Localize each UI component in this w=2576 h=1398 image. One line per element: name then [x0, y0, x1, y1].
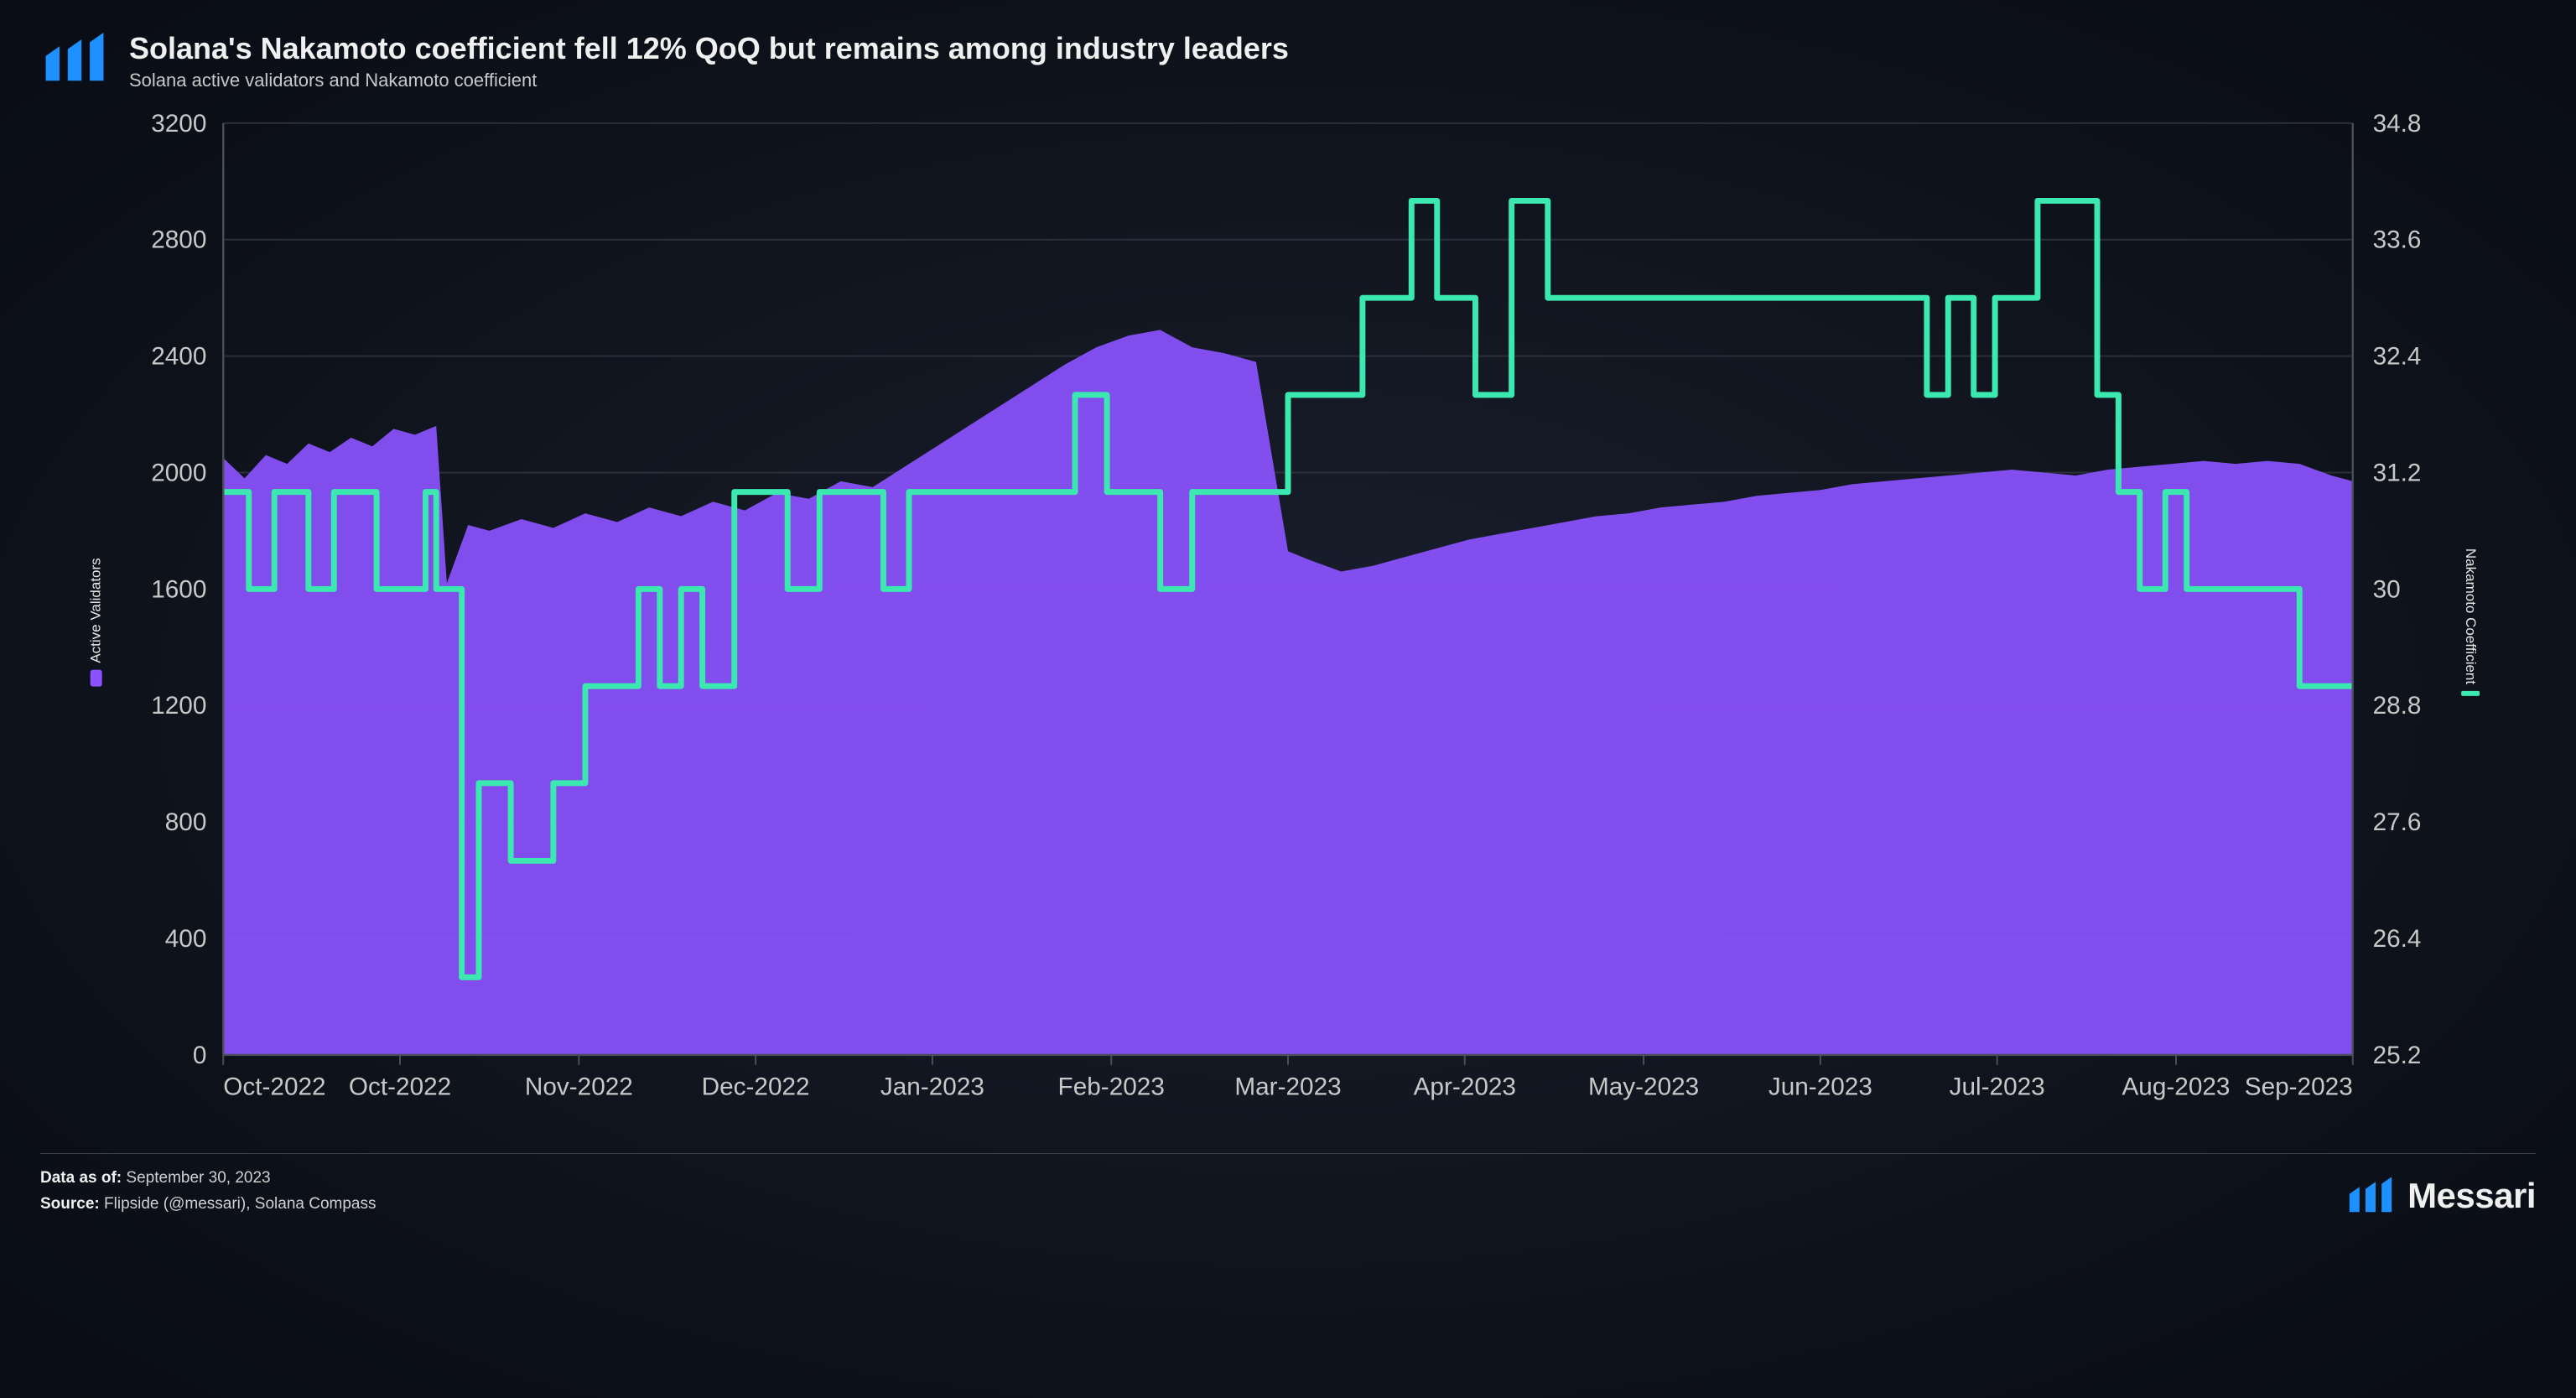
svg-text:Feb-2023: Feb-2023 — [1058, 1073, 1165, 1101]
svg-text:32.4: 32.4 — [2373, 343, 2422, 371]
footer-divider — [40, 1153, 2536, 1154]
svg-text:Mar-2023: Mar-2023 — [1234, 1073, 1341, 1101]
svg-text:33.6: 33.6 — [2373, 226, 2422, 254]
svg-text:Apr-2023: Apr-2023 — [1414, 1073, 1516, 1101]
svg-text:Jul-2023: Jul-2023 — [1950, 1073, 2045, 1101]
svg-text:Nov-2022: Nov-2022 — [525, 1073, 633, 1101]
svg-text:25.2: 25.2 — [2373, 1042, 2422, 1069]
svg-text:Oct-2022: Oct-2022 — [349, 1073, 451, 1101]
svg-text:Oct-2022: Oct-2022 — [223, 1073, 325, 1101]
messari-logo-icon — [40, 30, 109, 91]
header: Solana's Nakamoto coefficient fell 12% Q… — [40, 30, 2536, 91]
svg-text:31.2: 31.2 — [2373, 460, 2422, 487]
svg-text:1200: 1200 — [151, 692, 206, 720]
svg-text:28.8: 28.8 — [2373, 692, 2422, 720]
data-as-of: Data as of: September 30, 2023 — [40, 1166, 376, 1191]
chart-svg: 0 400 800 1200 1600 2000 2400 2800 3200 25.2 26.4 2… — [40, 107, 2536, 1138]
svg-text:27.6: 27.6 — [2373, 808, 2422, 836]
svg-text:2000: 2000 — [151, 460, 206, 487]
chart-subtitle: Solana active validators and Nakamoto co… — [129, 70, 2536, 91]
svg-text:2400: 2400 — [151, 343, 206, 371]
svg-text:Aug-2023: Aug-2023 — [2122, 1073, 2230, 1101]
svg-text:Jan-2023: Jan-2023 — [880, 1073, 984, 1101]
svg-text:2800: 2800 — [151, 226, 206, 254]
source: Source: Flipside (@messari), Solana Comp… — [40, 1192, 376, 1217]
svg-text:800: 800 — [165, 808, 207, 836]
svg-text:1600: 1600 — [151, 575, 206, 603]
svg-text:34.8: 34.8 — [2373, 110, 2422, 138]
y-axis-right-label: Nakamoto Coefficient — [2461, 548, 2480, 696]
svg-text:26.4: 26.4 — [2373, 925, 2422, 953]
messari-footer-logo: Messari — [2345, 1175, 2536, 1217]
svg-text:May-2023: May-2023 — [1588, 1073, 1699, 1101]
svg-text:3200: 3200 — [151, 110, 206, 138]
svg-text:30: 30 — [2373, 575, 2401, 603]
svg-text:400: 400 — [165, 925, 207, 953]
svg-text:Dec-2022: Dec-2022 — [702, 1073, 810, 1101]
y-axis-left-label: Active Validators — [88, 559, 105, 687]
svg-text:Sep-2023: Sep-2023 — [2245, 1073, 2353, 1101]
svg-text:0: 0 — [193, 1042, 207, 1069]
chart-container: Active Validators Nakamoto Coefficient 0… — [40, 107, 2536, 1138]
footer: Data as of: September 30, 2023 Source: F… — [40, 1166, 2536, 1217]
svg-text:Jun-2023: Jun-2023 — [1768, 1073, 1872, 1101]
chart-title: Solana's Nakamoto coefficient fell 12% Q… — [129, 30, 2536, 66]
